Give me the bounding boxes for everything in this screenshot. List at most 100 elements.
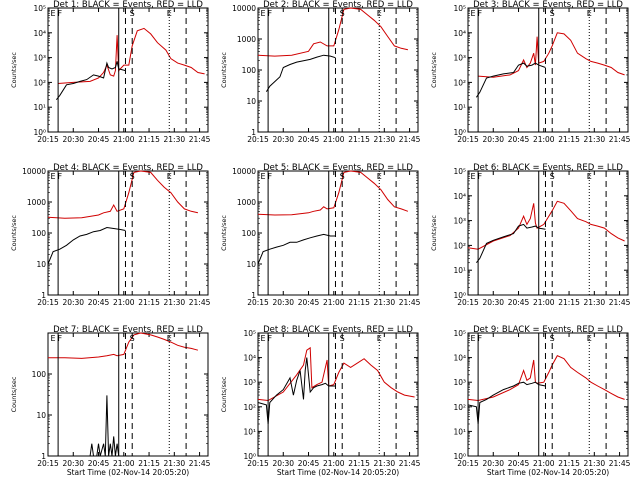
x-tick-label: 20:30 [272, 135, 294, 144]
x-tick-label: 20:45 [508, 298, 530, 307]
x-tick-label: 21:45 [609, 135, 631, 144]
x-tick-label: 21:15 [348, 298, 370, 307]
x-tick-label: 21:30 [164, 459, 186, 468]
x-tick-label: 21:00 [323, 298, 345, 307]
event-marker-label: S [130, 334, 135, 343]
x-tick-label: 21:45 [609, 459, 631, 468]
y-tick-label: 10² [453, 78, 466, 87]
y-tick-label: 10⁴ [33, 29, 46, 38]
plot-frame [47, 170, 209, 296]
lld-series-line [467, 200, 625, 250]
y-tick-label: 10³ [453, 217, 466, 226]
event-marker-label: E [587, 9, 592, 18]
plot-frame [47, 7, 209, 133]
y-tick-label: 10³ [243, 378, 256, 387]
y-tick-label: 10⁴ [453, 354, 466, 363]
y-tick-label: 10⁴ [243, 354, 256, 363]
y-tick-label: 10³ [453, 378, 466, 387]
det-panel-1: Det 1: BLACK = Events, RED = LLD 10⁰ 10¹ 10… [10, 0, 211, 144]
y-axis-label: Counts/sec [220, 376, 228, 412]
event-marker-label: S [340, 334, 345, 343]
y-tick-label: 10⁰ [453, 128, 466, 137]
det-panel-4: Det 4: BLACK = Events, RED = LLD 1 10 100 10… [10, 163, 211, 307]
y-tick-label: 10² [33, 78, 46, 87]
y-tick-label: 10² [453, 241, 466, 250]
event-marker-label: E [377, 334, 382, 343]
x-tick-label: 21:15 [348, 135, 370, 144]
y-tick-label: 10² [243, 403, 256, 412]
x-tick-label: 20:45 [88, 298, 110, 307]
x-tick-label: 21:15 [138, 298, 160, 307]
event-marker-label: E [261, 334, 266, 343]
panel-title: Det 5: BLACK = Events, RED = LLD [263, 163, 413, 173]
det-panel-9: Det 9: BLACK = Events, RED = LLD 10⁰ 10¹ 10… [453, 325, 630, 477]
y-tick-label: 10⁰ [453, 291, 466, 300]
plot-frame [467, 170, 629, 296]
det-panel-2: Det 2: BLACK = Events, RED = LLD 1 10 100 10… [220, 0, 421, 144]
x-tick-label: 21:15 [138, 459, 160, 468]
plot-frame [467, 332, 629, 457]
x-tick-label: 20:30 [482, 135, 504, 144]
x-tick-label: 21:30 [584, 459, 606, 468]
panel-title: Det 4: BLACK = Events, RED = LLD [53, 163, 203, 173]
x-tick-label: 21:30 [164, 298, 186, 307]
y-tick-label: 10⁵ [453, 329, 466, 338]
x-tick-label: 21:00 [113, 459, 135, 468]
y-tick-label: 10⁰ [243, 452, 256, 461]
x-tick-label: 21:15 [558, 298, 580, 307]
x-axis-label: Start Time (02-Nov-14 20:05:20) [277, 468, 399, 477]
event-marker-label: S [340, 172, 345, 181]
x-tick-label: 21:30 [374, 459, 396, 468]
x-tick-label: 20:45 [298, 135, 320, 144]
x-tick-label: 20:45 [88, 135, 110, 144]
event-marker-label: E [167, 9, 172, 18]
x-tick-label: 20:30 [272, 298, 294, 307]
y-tick-label: 1 [41, 452, 46, 461]
y-tick-label: 1000 [27, 198, 46, 207]
event-marker-label: E [377, 172, 382, 181]
event-marker-label: F [477, 9, 482, 18]
x-tick-label: 21:45 [189, 135, 211, 144]
y-tick-label: 100 [32, 370, 47, 379]
panel-title: Det 3: BLACK = Events, RED = LLD [473, 0, 623, 10]
y-axis-label: Counts/sec [220, 215, 228, 251]
event-marker-label: E [51, 172, 56, 181]
x-tick-label: 20:15 [457, 459, 479, 468]
y-tick-label: 10 [246, 97, 256, 106]
event-marker-label: S [550, 172, 555, 181]
x-tick-label: 21:00 [533, 459, 555, 468]
x-tick-label: 21:45 [399, 135, 421, 144]
x-tick-label: 20:45 [508, 459, 530, 468]
events-series-line [257, 233, 336, 265]
event-marker-label: E [471, 9, 476, 18]
events-series-line [47, 226, 126, 265]
x-axis-label: Start Time (02-Nov-14 20:05:20) [487, 468, 609, 477]
x-tick-label: 20:15 [37, 459, 59, 468]
event-marker-label: S [550, 9, 555, 18]
x-tick-label: 21:30 [584, 135, 606, 144]
events-series-line [257, 357, 336, 425]
y-axis-label: Counts/sec [10, 215, 18, 251]
x-tick-label: 20:30 [482, 298, 504, 307]
plot-frame [47, 332, 209, 457]
event-marker-label: E [377, 9, 382, 18]
event-marker-label: E [167, 334, 172, 343]
y-tick-label: 100 [32, 229, 47, 238]
x-tick-label: 20:15 [37, 135, 59, 144]
y-tick-label: 10000 [22, 167, 46, 176]
x-tick-label: 21:00 [323, 135, 345, 144]
events-series-line [48, 395, 126, 457]
x-tick-label: 20:15 [247, 298, 269, 307]
x-tick-label: 20:45 [298, 459, 320, 468]
lld-series-line [257, 346, 415, 402]
x-tick-label: 21:00 [113, 298, 135, 307]
y-tick-label: 10⁵ [33, 4, 46, 13]
event-marker-label: E [261, 172, 266, 181]
y-tick-label: 10 [246, 260, 256, 269]
plot-frame [467, 7, 629, 133]
x-tick-label: 20:30 [62, 135, 84, 144]
panel-title: Det 7: BLACK = Events, RED = LLD [53, 325, 203, 335]
x-tick-label: 20:45 [88, 459, 110, 468]
x-tick-label: 20:15 [457, 298, 479, 307]
